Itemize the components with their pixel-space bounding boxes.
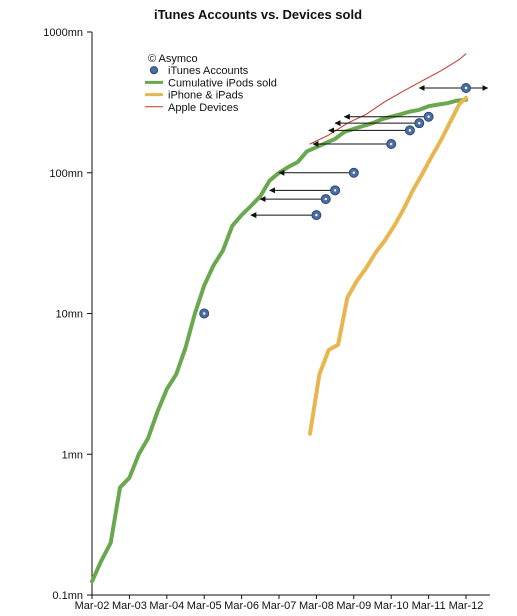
y-tick-label: 0.1mn (52, 590, 83, 602)
legend-label: iPhone & iPads (168, 90, 244, 102)
point-layer (199, 83, 471, 319)
itunes-accounts-point-center (418, 121, 421, 125)
itunes-accounts-point-center (315, 213, 318, 217)
x-tick-label: Mar-03 (112, 600, 147, 612)
itunes-accounts-point-center (390, 142, 393, 146)
legend-swatch-itunes-accounts (149, 66, 159, 75)
itunes-accounts-point-center (427, 115, 430, 118)
itunes-accounts-point-center (352, 171, 355, 174)
x-tick-label: Mar-02 (75, 600, 110, 612)
series-line-apple-devices (309, 53, 467, 145)
itunes-accounts-point-center (333, 189, 337, 192)
itunes-accounts-point-center (464, 86, 468, 90)
x-tick-label: Mar-12 (449, 600, 484, 612)
x-tick-label: Mar-08 (299, 600, 334, 612)
x-axis: Mar-02 Mar-03 Mar-04 Mar-05 Mar-06 Mar-07 Mar-… (75, 594, 490, 612)
series-line-cumulative-ipods-sold (90, 97, 468, 584)
y-axis: 1000mn 100mn 10mn 1mn 0.1mn (43, 27, 93, 602)
x-tick-label: Mar-10 (374, 600, 409, 612)
x-tick-label: Mar-07 (262, 600, 297, 612)
y-tick-label: 1mn (62, 449, 83, 461)
x-tick-label: Mar-09 (336, 600, 371, 612)
itunes-accounts-point-center (203, 312, 206, 315)
chart-title: iTunes Accounts vs. Devices sold (154, 7, 362, 22)
legend-label: Cumulative iPods sold (168, 77, 277, 89)
y-tick-label: 10mn (55, 309, 83, 321)
y-tick-label: 1000mn (43, 27, 83, 39)
legend-label: iTunes Accounts (168, 65, 249, 77)
x-tick-label: Mar-05 (187, 600, 222, 612)
arrow-layer (250, 85, 489, 219)
series-line-iphone-ipads (308, 95, 468, 436)
itunes-accounts-point-center (324, 197, 327, 201)
x-tick-label: Mar-04 (149, 600, 184, 612)
legend-label: © Asymco (148, 53, 198, 65)
legend-label: Apple Devices (168, 102, 239, 114)
y-tick-label: 100mn (49, 168, 83, 180)
x-tick-label: Mar-11 (412, 600, 446, 612)
itunes-accounts-point-center (408, 129, 412, 132)
x-tick-label: Mar-06 (224, 600, 259, 612)
